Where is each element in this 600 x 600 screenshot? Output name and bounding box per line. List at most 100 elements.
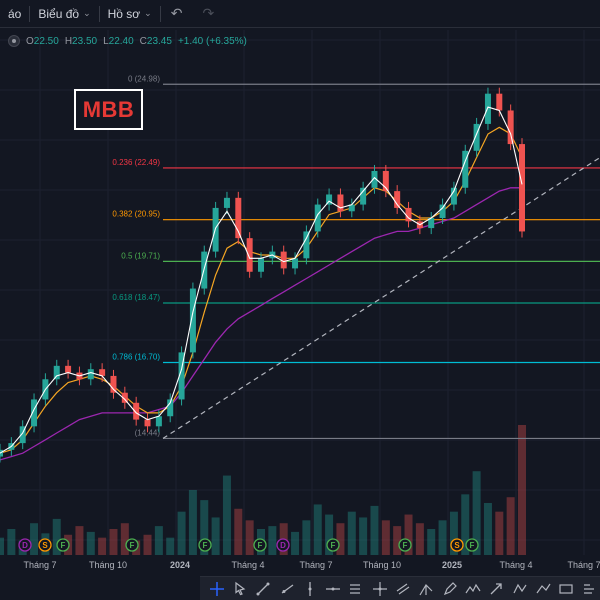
volume-bar <box>234 508 243 555</box>
candle-body <box>428 218 435 229</box>
candle-body <box>507 110 514 145</box>
candle-body <box>462 150 469 188</box>
volume-bar <box>302 520 311 555</box>
parallel-channel-tool-button[interactable] <box>392 578 413 600</box>
event-marker-letter: F <box>61 541 66 550</box>
measure-tool-button[interactable] <box>555 578 576 600</box>
volume-bar <box>166 537 175 555</box>
volume-bar <box>415 523 424 555</box>
symbol-logo: MBB <box>74 89 143 130</box>
vertical-line-icon <box>308 581 312 596</box>
candle-body <box>31 399 38 427</box>
volume-bar <box>449 511 458 555</box>
candle-body <box>99 369 106 376</box>
pen-tool-button[interactable] <box>439 578 460 600</box>
zigzag-icon <box>465 583 481 593</box>
volume-bar <box>188 490 197 555</box>
drawing-toolbar <box>200 576 600 600</box>
candle-body <box>280 251 287 269</box>
candle-body <box>337 194 344 212</box>
profile-menu-button[interactable]: Hồ sơ ⌄ <box>100 0 160 28</box>
pattern-tool-button[interactable] <box>509 578 530 600</box>
volume-bar <box>143 534 152 555</box>
pitchfork-tool-button[interactable] <box>416 578 437 600</box>
path-icon <box>536 583 551 593</box>
candle-body <box>371 170 378 188</box>
x-axis-tick-label: 2025 <box>442 560 462 570</box>
trend-line <box>162 157 600 439</box>
candle-body <box>348 204 355 212</box>
candle-body <box>484 93 491 124</box>
close-value: 23.45 <box>146 35 172 47</box>
ray-icon <box>281 583 293 594</box>
redo-icon[interactable]: ↷ <box>202 5 215 21</box>
chart-menu-label: Biểu đồ <box>38 6 80 21</box>
crosshair-tool-button[interactable] <box>206 578 227 600</box>
volume-bar <box>438 520 447 555</box>
menu-cut-label: áo <box>8 6 22 21</box>
candle-body <box>178 352 185 400</box>
ohlc-legend: O22.50 H23.50 L22.40 C23.45 +1.40 (+6.35… <box>8 34 247 48</box>
cross-line-icon <box>372 581 387 596</box>
volume-bar <box>461 494 470 555</box>
x-axis-tick-label: Tháng 4 <box>231 560 264 570</box>
candle-body <box>450 187 457 205</box>
event-marker-letter: F <box>258 541 263 550</box>
x-axis-tick-label: Tháng 4 <box>499 560 532 570</box>
ray-tool-button[interactable] <box>276 578 297 600</box>
volume-bar <box>222 475 231 555</box>
volume-bar <box>370 505 379 555</box>
candle-body <box>65 365 72 373</box>
zigzag-tool-button[interactable] <box>462 578 483 600</box>
chevron-down-icon: ⌄ <box>83 8 91 18</box>
candle-body <box>326 194 333 205</box>
volume-bar <box>495 511 504 555</box>
arrow-tool-button[interactable] <box>486 578 507 600</box>
volume-bar <box>211 517 220 555</box>
volume-bar <box>325 514 334 555</box>
candle-body <box>473 123 480 151</box>
event-marker <box>326 538 340 552</box>
visibility-eye-icon[interactable] <box>8 35 20 47</box>
volume-bar <box>404 514 413 555</box>
event-marker <box>56 538 70 552</box>
ma-fast-line <box>0 106 523 454</box>
low-value: 22.40 <box>108 35 134 47</box>
cross-line-tool-button[interactable] <box>369 578 390 600</box>
trend-line-icon <box>256 582 270 595</box>
trend-line-tool-button[interactable] <box>253 578 274 600</box>
candle-body <box>303 231 310 259</box>
path-tool-button[interactable] <box>532 578 553 600</box>
marker-tool-button[interactable] <box>579 578 600 600</box>
arrow-cursor-icon <box>235 581 246 595</box>
volume-bar <box>427 529 436 555</box>
fib-level-label: 0.618 (18.47) <box>112 293 160 302</box>
crosshair-icon <box>209 581 224 596</box>
candle-body <box>292 258 299 269</box>
chart-menu-button[interactable]: Biểu đồ ⌄ <box>30 0 98 28</box>
open-label: O <box>26 35 34 47</box>
profile-menu-label: Hồ sơ <box>107 6 141 21</box>
event-marker <box>18 538 32 552</box>
menu-item-cut[interactable]: áo <box>0 0 29 28</box>
volume-bar <box>75 526 84 555</box>
horizontal-line-tool-button[interactable] <box>322 578 343 600</box>
event-marker <box>398 538 412 552</box>
candle-body <box>155 416 162 427</box>
event-marker <box>198 538 212 552</box>
volume-bar <box>268 526 277 555</box>
fib-level-label: 0.236 (22.49) <box>112 158 160 167</box>
candle-body <box>246 238 253 272</box>
vertical-line-tool-button[interactable] <box>299 578 320 600</box>
parallel-channel-icon <box>396 583 410 594</box>
arrow-cursor-tool-button[interactable] <box>229 578 250 600</box>
fib-tool-button[interactable] <box>346 578 367 600</box>
event-marker-letter: D <box>22 541 28 550</box>
price-chart[interactable]: 0 (24.98) 0.236 (22.49) 0.382 (20.95) 0.5 (… <box>0 0 600 576</box>
candle-body <box>144 419 151 427</box>
event-marker <box>276 538 290 552</box>
undo-icon[interactable]: ↶ <box>170 5 183 21</box>
pen-icon <box>443 581 457 595</box>
event-marker <box>450 538 464 552</box>
volume-bar <box>336 523 345 555</box>
